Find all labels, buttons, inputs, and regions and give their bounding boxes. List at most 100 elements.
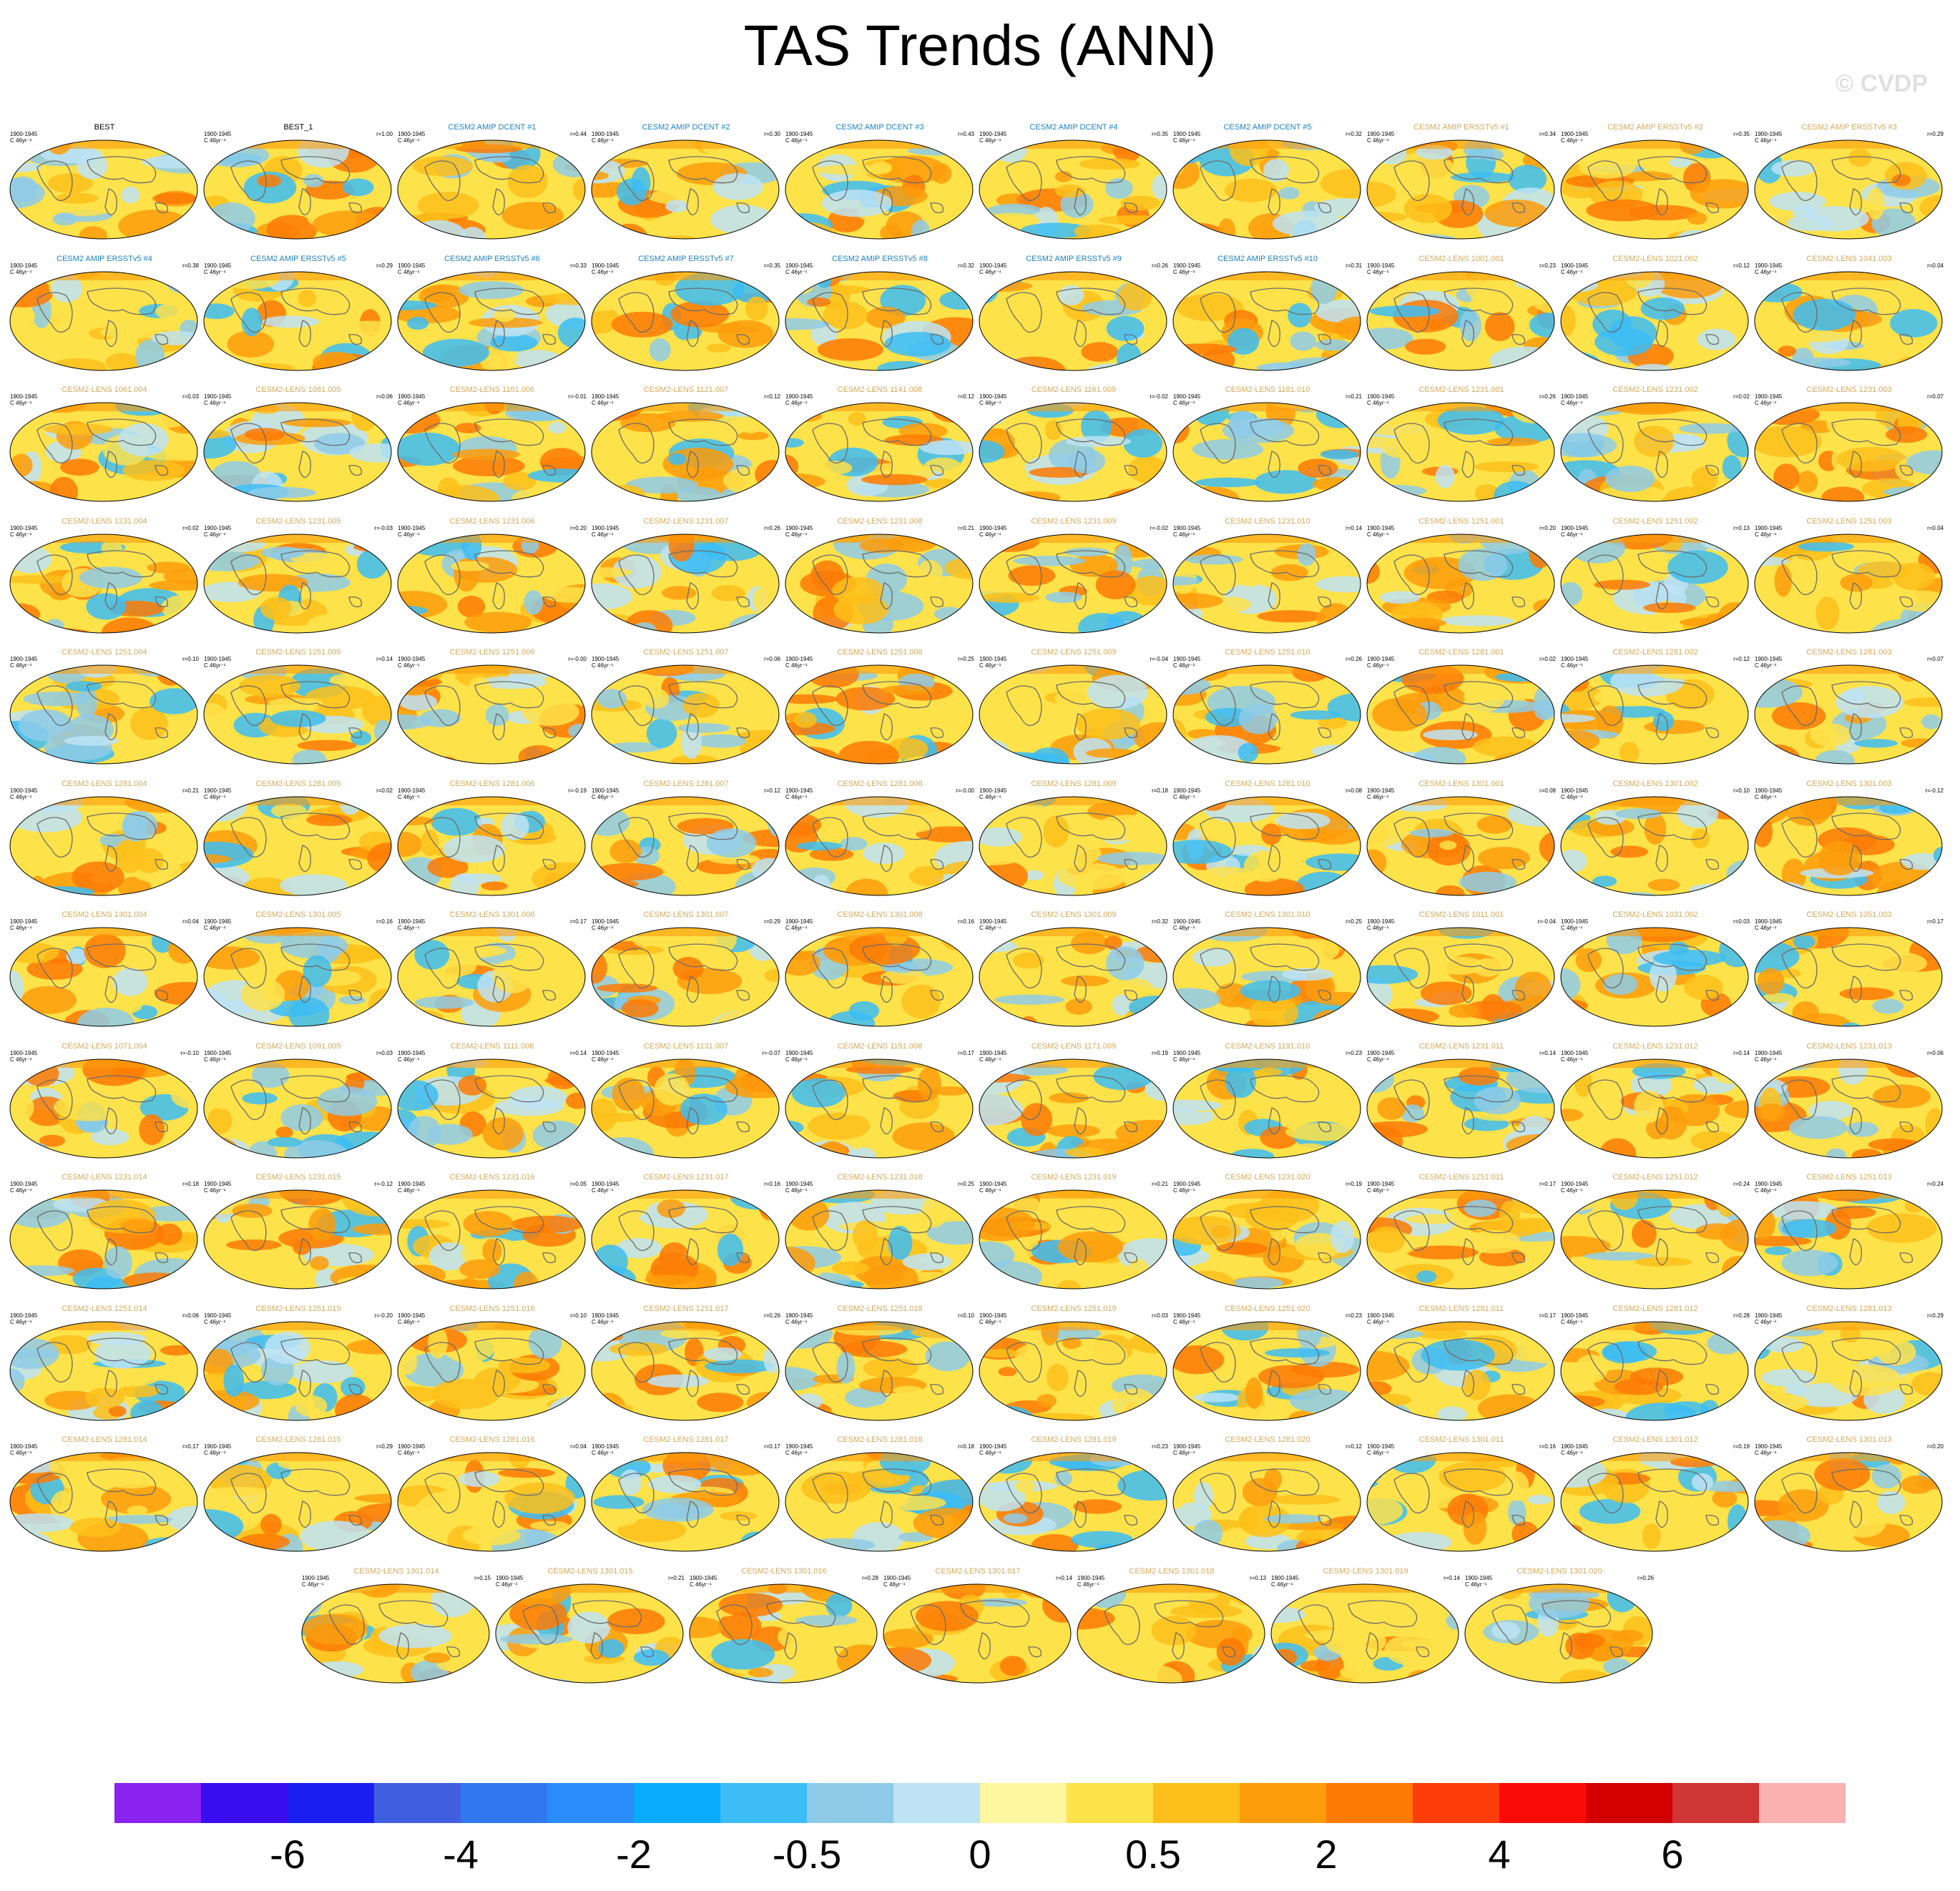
panel-period: 1900-1945 C 46yr⁻¹ <box>1173 1181 1200 1194</box>
panel-period: 1900-1945 C 46yr⁻¹ <box>1173 525 1200 538</box>
map-panel: CESM2-LENS 1251.013 1900-1945 C 46yr⁻¹ r=0.… <box>1753 1173 1945 1292</box>
panel-pattern-correlation: r=-0.02 <box>1150 524 1168 531</box>
panel-pattern-correlation: r=0.19 <box>1152 1049 1168 1056</box>
map-panel: CESM2-LENS 1231.017 1900-1945 C 46yr⁻¹ r=0.… <box>590 1173 782 1292</box>
panel-pattern-correlation: r=0.44 <box>570 131 587 137</box>
map-panel: CESM2-LENS 1301.006 1900-1945 C 46yr⁻¹ r=0.… <box>396 910 588 1029</box>
panel-pattern-correlation: r=0.24 <box>1733 1181 1750 1187</box>
panel-units: C 46yr⁻¹ <box>398 1056 420 1063</box>
panel-pattern-correlation: r=0.29 <box>1927 1312 1944 1319</box>
panel-period-years: 1900-1945 <box>1561 656 1589 662</box>
panel-title: CESM2-LENS 1251.013 <box>1806 1173 1892 1182</box>
panel-pattern-correlation: r=0.33 <box>570 262 587 269</box>
panel-units: C 46yr⁻¹ <box>398 1318 420 1325</box>
panel-period: 1900-1945 C 46yr⁻¹ <box>398 131 425 144</box>
panel-units: C 46yr⁻¹ <box>1173 925 1195 931</box>
panel-title: CESM2-LENS 1301.011 <box>1418 1435 1504 1444</box>
colorbar-bin <box>720 1783 808 1823</box>
trend-map <box>1172 1059 1361 1158</box>
colorbar-bin <box>1153 1783 1240 1823</box>
map-panel: CESM2-LENS 1231.010 1900-1945 C 46yr⁻¹ r=0.… <box>1172 517 1363 636</box>
trend-map <box>1560 1452 1749 1552</box>
panel-period: 1900-1945 C 46yr⁻¹ <box>1173 918 1200 931</box>
panel-pattern-correlation: r=0.25 <box>958 656 974 662</box>
panel-period-years: 1900-1945 <box>302 1574 330 1581</box>
panel-period-years: 1900-1945 <box>496 1574 524 1581</box>
panel-period-years: 1900-1945 <box>1755 524 1783 531</box>
map-panel: CESM2-LENS 1281.013 1900-1945 C 46yr⁻¹ r=0.… <box>1753 1305 1945 1423</box>
map-panel: CESM2 AMIP ERSSTv5 #10 1900-1945 C 46yr⁻¹ r… <box>1172 255 1363 373</box>
panel-units: C 46yr⁻¹ <box>979 1318 1001 1325</box>
panel-title: CESM2-LENS 1281.005 <box>255 779 341 788</box>
colorbar-bin <box>1240 1783 1327 1823</box>
panel-period-years: 1900-1945 <box>398 1312 426 1319</box>
panel-period: 1900-1945 C 46yr⁻¹ <box>1755 918 1782 931</box>
trend-map <box>397 534 586 633</box>
panel-pattern-correlation: r=0.04 <box>182 918 199 925</box>
panel-period-years: 1900-1945 <box>398 524 426 531</box>
panel-period: 1900-1945 C 46yr⁻¹ <box>1367 393 1394 406</box>
panel-units: C 46yr⁻¹ <box>979 662 1001 669</box>
panel-units: C 46yr⁻¹ <box>592 137 614 144</box>
map-panel: CESM2-LENS 1281.004 1900-1945 C 46yr⁻¹ r=0.… <box>9 780 200 898</box>
trend-map <box>785 139 974 240</box>
map-panel: CESM2-LENS 1231.014 1900-1945 C 46yr⁻¹ r=0.… <box>9 1173 200 1292</box>
map-panel: CESM2-LENS 1231.004 1900-1945 C 46yr⁻¹ r=0.… <box>9 517 200 636</box>
panel-title: CESM2-LENS 1251.001 <box>1418 516 1504 526</box>
trend-map <box>979 139 1167 240</box>
panel-units: C 46yr⁻¹ <box>690 1581 712 1588</box>
panel-units: C 46yr⁻¹ <box>1755 1056 1777 1063</box>
panel-pattern-correlation: r=0.23 <box>1346 1312 1362 1319</box>
panel-period: 1900-1945 C 46yr⁻¹ <box>979 262 1006 275</box>
panel-pattern-correlation: r=0.13 <box>1250 1574 1266 1581</box>
map-panel: CESM2-LENS 1091.005 1900-1945 C 46yr⁻¹ r=0.… <box>202 1042 394 1161</box>
panel-title: CESM2 AMIP ERSSTv5 #9 <box>1026 254 1122 263</box>
map-panel: CESM2-LENS 1251.007 1900-1945 C 46yr⁻¹ r=0.… <box>590 648 782 767</box>
panel-pattern-correlation: r=0.29 <box>1927 131 1944 137</box>
trend-map <box>9 927 198 1027</box>
panel-title: CESM2-LENS 1251.018 <box>837 1304 923 1313</box>
panel-period: 1900-1945 C 46yr⁻¹ <box>398 1443 425 1456</box>
panel-pattern-correlation: r=0.26 <box>1346 656 1362 662</box>
panel-pattern-correlation: r=0.17 <box>1539 1181 1556 1187</box>
panel-units: C 46yr⁻¹ <box>1561 1187 1583 1194</box>
colorbar-bin <box>1672 1783 1760 1823</box>
panel-period-years: 1900-1945 <box>592 1049 619 1056</box>
panel-pattern-correlation: r=0.26 <box>764 1312 780 1319</box>
trend-map <box>9 1321 198 1420</box>
panel-units: C 46yr⁻¹ <box>1367 1056 1389 1063</box>
trend-map <box>1754 271 1943 370</box>
map-panel: CESM2-LENS 1001.001 1900-1945 C 46yr⁻¹ r=0.… <box>1366 255 1557 373</box>
panel-period-years: 1900-1945 <box>592 787 619 794</box>
panel-units: C 46yr⁻¹ <box>592 793 614 800</box>
panel-title: CESM2-LENS 1191.010 <box>1225 1041 1310 1051</box>
panel-period-years: 1900-1945 <box>883 1574 911 1581</box>
panel-title: CESM2-LENS 1301.001 <box>1418 779 1504 788</box>
panel-units: C 46yr⁻¹ <box>592 1187 614 1194</box>
panel-units: C 46yr⁻¹ <box>883 1581 906 1588</box>
map-panel: CESM2-LENS 1231.002 1900-1945 C 46yr⁻¹ r=0.… <box>1559 385 1751 504</box>
panel-period: 1900-1945 C 46yr⁻¹ <box>1755 1050 1782 1063</box>
panel-pattern-correlation: r=0.38 <box>182 262 199 269</box>
panel-pattern-correlation: r=0.17 <box>958 1049 974 1056</box>
trend-map <box>1754 1059 1943 1158</box>
map-panel: CESM2 AMIP DCENT #4 1900-1945 C 46yr⁻¹ r=0.… <box>978 123 1170 242</box>
panel-title: CESM2-LENS 1231.015 <box>255 1173 341 1182</box>
panel-period-years: 1900-1945 <box>1173 787 1201 794</box>
panel-grid: BEST 1900-1945 C 46yr⁻¹ BEST_1 1900-1945 C 46… <box>9 123 1945 1683</box>
panel-units: C 46yr⁻¹ <box>10 400 32 406</box>
panel-title: CESM2-LENS 1041.003 <box>1806 254 1892 263</box>
panel-period-years: 1900-1945 <box>10 1312 38 1319</box>
panel-title: CESM2-LENS 1231.004 <box>62 516 147 526</box>
panel-units: C 46yr⁻¹ <box>398 662 420 669</box>
panel-pattern-correlation: r=0.35 <box>1733 131 1750 137</box>
panel-title: CESM2-LENS 1231.020 <box>1225 1173 1310 1182</box>
panel-period-years: 1900-1945 <box>785 787 813 794</box>
panel-pattern-correlation: r=0.04 <box>1927 524 1944 531</box>
panel-period-years: 1900-1945 <box>592 131 619 137</box>
trend-map <box>397 664 586 765</box>
panel-title: CESM2-LENS 1141.008 <box>837 385 923 394</box>
panel-period: 1900-1945 C 46yr⁻¹ <box>785 131 813 144</box>
trend-map <box>1560 796 1749 895</box>
panel-units: C 46yr⁻¹ <box>1561 793 1583 800</box>
